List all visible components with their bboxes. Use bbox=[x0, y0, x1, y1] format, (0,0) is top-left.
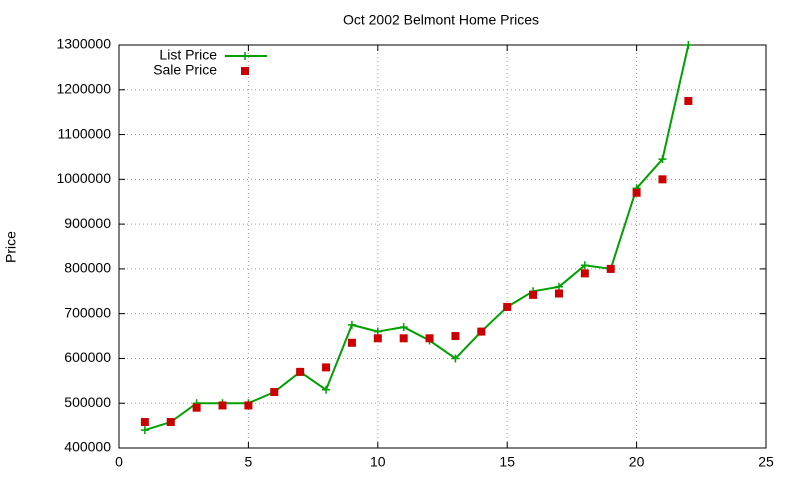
point-marker bbox=[580, 261, 589, 270]
point bbox=[270, 388, 279, 397]
x-tick-label: 10 bbox=[370, 454, 386, 470]
x-tick-label: 15 bbox=[499, 454, 515, 470]
legend-swatch bbox=[241, 52, 249, 60]
point bbox=[554, 289, 563, 298]
y-tick-label: 1200000 bbox=[56, 80, 111, 96]
y-axis-label: Price bbox=[3, 231, 19, 263]
y-tick-label: 1000000 bbox=[56, 170, 111, 186]
point bbox=[347, 338, 356, 347]
point bbox=[322, 363, 331, 372]
point bbox=[373, 334, 382, 343]
point bbox=[399, 334, 408, 343]
point bbox=[192, 403, 201, 412]
point bbox=[477, 327, 486, 336]
plot-border bbox=[118, 44, 767, 449]
series-line bbox=[144, 44, 690, 432]
point bbox=[658, 175, 667, 184]
point-marker bbox=[140, 426, 149, 435]
point bbox=[425, 334, 434, 343]
legend-label: List Price bbox=[159, 47, 217, 63]
point-marker bbox=[347, 320, 356, 329]
point bbox=[140, 418, 149, 427]
x-tick-label: 5 bbox=[245, 454, 253, 470]
point bbox=[296, 367, 305, 376]
point bbox=[218, 401, 227, 410]
y-tick-label: 1300000 bbox=[56, 36, 111, 52]
x-tick-label: 0 bbox=[115, 454, 123, 470]
point-marker bbox=[554, 282, 563, 291]
point bbox=[684, 96, 693, 105]
point bbox=[529, 290, 538, 299]
chart-title: Oct 2002 Belmont Home Prices bbox=[343, 12, 539, 28]
point-marker bbox=[322, 385, 331, 394]
legend-swatch bbox=[241, 67, 249, 75]
y-tick-label: 1100000 bbox=[58, 125, 112, 141]
point bbox=[632, 188, 641, 197]
point-marker bbox=[684, 41, 693, 49]
point bbox=[580, 269, 589, 278]
y-tick-label: 700000 bbox=[64, 304, 111, 320]
point-marker bbox=[451, 354, 460, 363]
legend-label: Sale Price bbox=[153, 62, 217, 78]
x-tick-label: 25 bbox=[758, 454, 774, 470]
point-marker bbox=[399, 323, 408, 332]
point-marker bbox=[373, 327, 382, 336]
y-tick-label: 600000 bbox=[64, 349, 111, 365]
point bbox=[451, 332, 460, 341]
point bbox=[606, 264, 615, 273]
point bbox=[244, 401, 253, 410]
y-tick-label: 500000 bbox=[64, 394, 111, 410]
x-tick-label: 20 bbox=[629, 454, 645, 470]
point bbox=[503, 302, 512, 311]
y-tick-label: 900000 bbox=[64, 215, 111, 231]
y-tick-label: 800000 bbox=[64, 260, 111, 276]
point-marker bbox=[658, 155, 667, 164]
point bbox=[166, 418, 175, 427]
y-tick-label: 400000 bbox=[64, 439, 111, 455]
